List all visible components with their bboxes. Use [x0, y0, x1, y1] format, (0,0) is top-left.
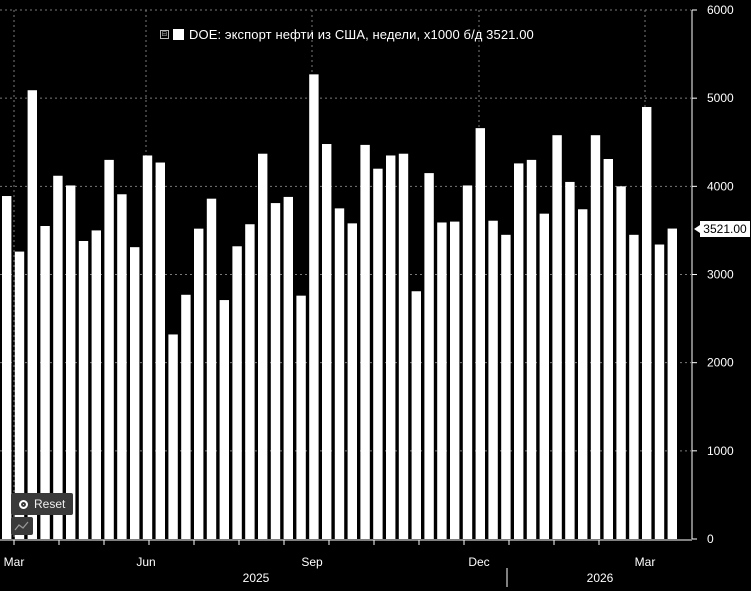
bar — [219, 300, 229, 539]
bar — [334, 208, 345, 539]
bar — [616, 186, 626, 540]
bar — [565, 181, 575, 540]
bar — [514, 163, 524, 539]
bar — [142, 155, 153, 539]
x-year-label: 2025 — [243, 571, 270, 585]
bar — [526, 159, 537, 539]
bar — [206, 198, 217, 539]
y-tick-label: 0 — [707, 532, 714, 546]
bar — [462, 185, 473, 539]
bar — [104, 159, 114, 539]
bar — [232, 246, 242, 539]
bar — [552, 135, 562, 540]
y-tick-label: 5000 — [707, 91, 734, 105]
bar — [629, 234, 639, 539]
bar — [27, 90, 37, 540]
bar — [475, 128, 485, 540]
x-tick-label: Jun — [136, 555, 155, 569]
bar — [91, 230, 101, 539]
bar — [155, 162, 165, 540]
bar — [450, 221, 460, 539]
bar — [590, 135, 601, 540]
bar — [322, 144, 332, 539]
bar — [2, 196, 12, 539]
bar — [578, 209, 588, 540]
bar — [424, 173, 434, 539]
x-tick-label: Mar — [635, 555, 656, 569]
chart-thumbnail-icon[interactable] — [11, 517, 33, 535]
bar — [501, 234, 511, 539]
y-tick-label: 1000 — [707, 444, 734, 458]
bar — [66, 185, 76, 539]
bar — [309, 74, 319, 539]
bar — [603, 159, 613, 540]
bar — [181, 294, 191, 539]
bar — [411, 291, 421, 539]
bar — [14, 251, 25, 539]
y-tick-label: 2000 — [707, 356, 734, 370]
bar — [78, 240, 89, 539]
bar — [245, 224, 255, 539]
bar — [373, 168, 383, 539]
bar — [53, 175, 63, 539]
bar — [539, 213, 549, 540]
bar — [117, 194, 127, 540]
reset-button[interactable]: Reset — [11, 493, 73, 515]
reset-label: Reset — [34, 497, 66, 511]
bar — [488, 220, 498, 540]
bar — [130, 247, 140, 539]
last-value-pointer — [694, 225, 700, 233]
bar — [194, 228, 204, 540]
x-tick-label: Sep — [301, 555, 323, 569]
y-tick-label: 3000 — [707, 268, 734, 282]
bar — [258, 153, 268, 539]
bar — [283, 196, 293, 539]
bar — [667, 228, 677, 539]
bar — [347, 223, 357, 539]
y-tick-label: 4000 — [707, 179, 734, 193]
x-tick-label: Mar — [4, 555, 25, 569]
bar — [296, 295, 306, 539]
y-tick-label: 6000 — [707, 3, 734, 17]
bar — [360, 144, 370, 539]
bar — [398, 153, 409, 539]
last-value-badge: 3521.00 — [700, 221, 750, 237]
legend-swatch — [173, 29, 184, 40]
legend: ⊟ DOE: экспорт нефти из США, недели, x10… — [160, 27, 534, 42]
bar — [270, 203, 281, 539]
bar — [386, 155, 396, 539]
bar — [40, 226, 50, 539]
bar — [642, 106, 652, 539]
bar — [168, 334, 178, 539]
bars — [2, 74, 677, 540]
x-year-label: 2026 — [587, 571, 614, 585]
bar — [437, 222, 447, 539]
bar — [654, 244, 665, 540]
x-tick-label: Dec — [468, 555, 489, 569]
legend-label: DOE: экспорт нефти из США, недели, x1000… — [189, 27, 534, 42]
axes: 0 1000 2000 3000 4000 5000 6000 Mar Jun Sep Dec Mar… — [0, 3, 734, 587]
legend-toggle-icon[interactable]: ⊟ — [160, 30, 169, 39]
reset-icon — [19, 499, 28, 509]
